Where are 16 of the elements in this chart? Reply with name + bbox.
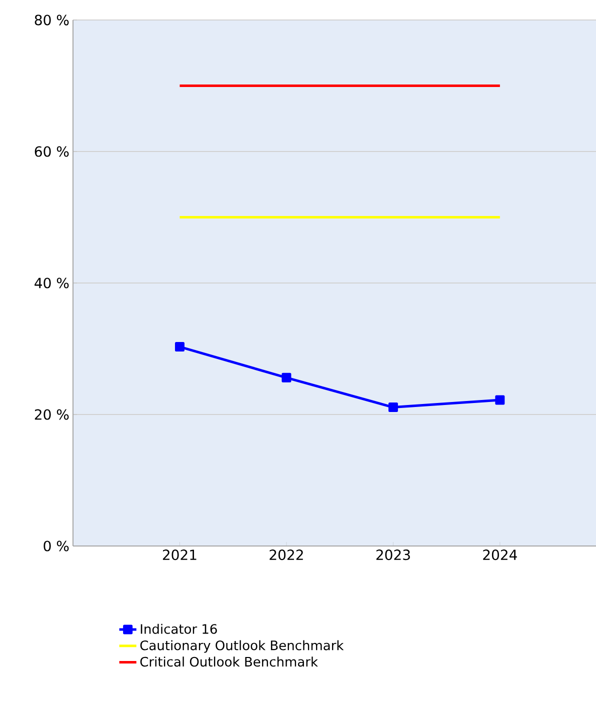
y-tick-label: 0 %	[44, 540, 69, 552]
x-tick-label: 2021	[162, 550, 196, 560]
point	[495, 395, 505, 405]
y-tick-label: 80 %	[34, 14, 69, 26]
point	[388, 402, 398, 412]
y-tick-label: 40 %	[34, 278, 69, 288]
y-tick-label: 60 %	[34, 146, 69, 157]
x-tick-label: 2024	[483, 550, 517, 560]
x-tick-label: 2023	[376, 550, 410, 560]
legend-label: Critical Outlook Benchmark	[140, 656, 318, 667]
legend-label: Cautionary Outlook Benchmark	[140, 640, 344, 653]
point	[282, 372, 292, 382]
legend-label: Indicator 16	[140, 624, 217, 634]
y-tick-label: 20 %	[34, 409, 69, 420]
point	[174, 342, 184, 352]
x-tick-label: 2022	[270, 550, 303, 560]
